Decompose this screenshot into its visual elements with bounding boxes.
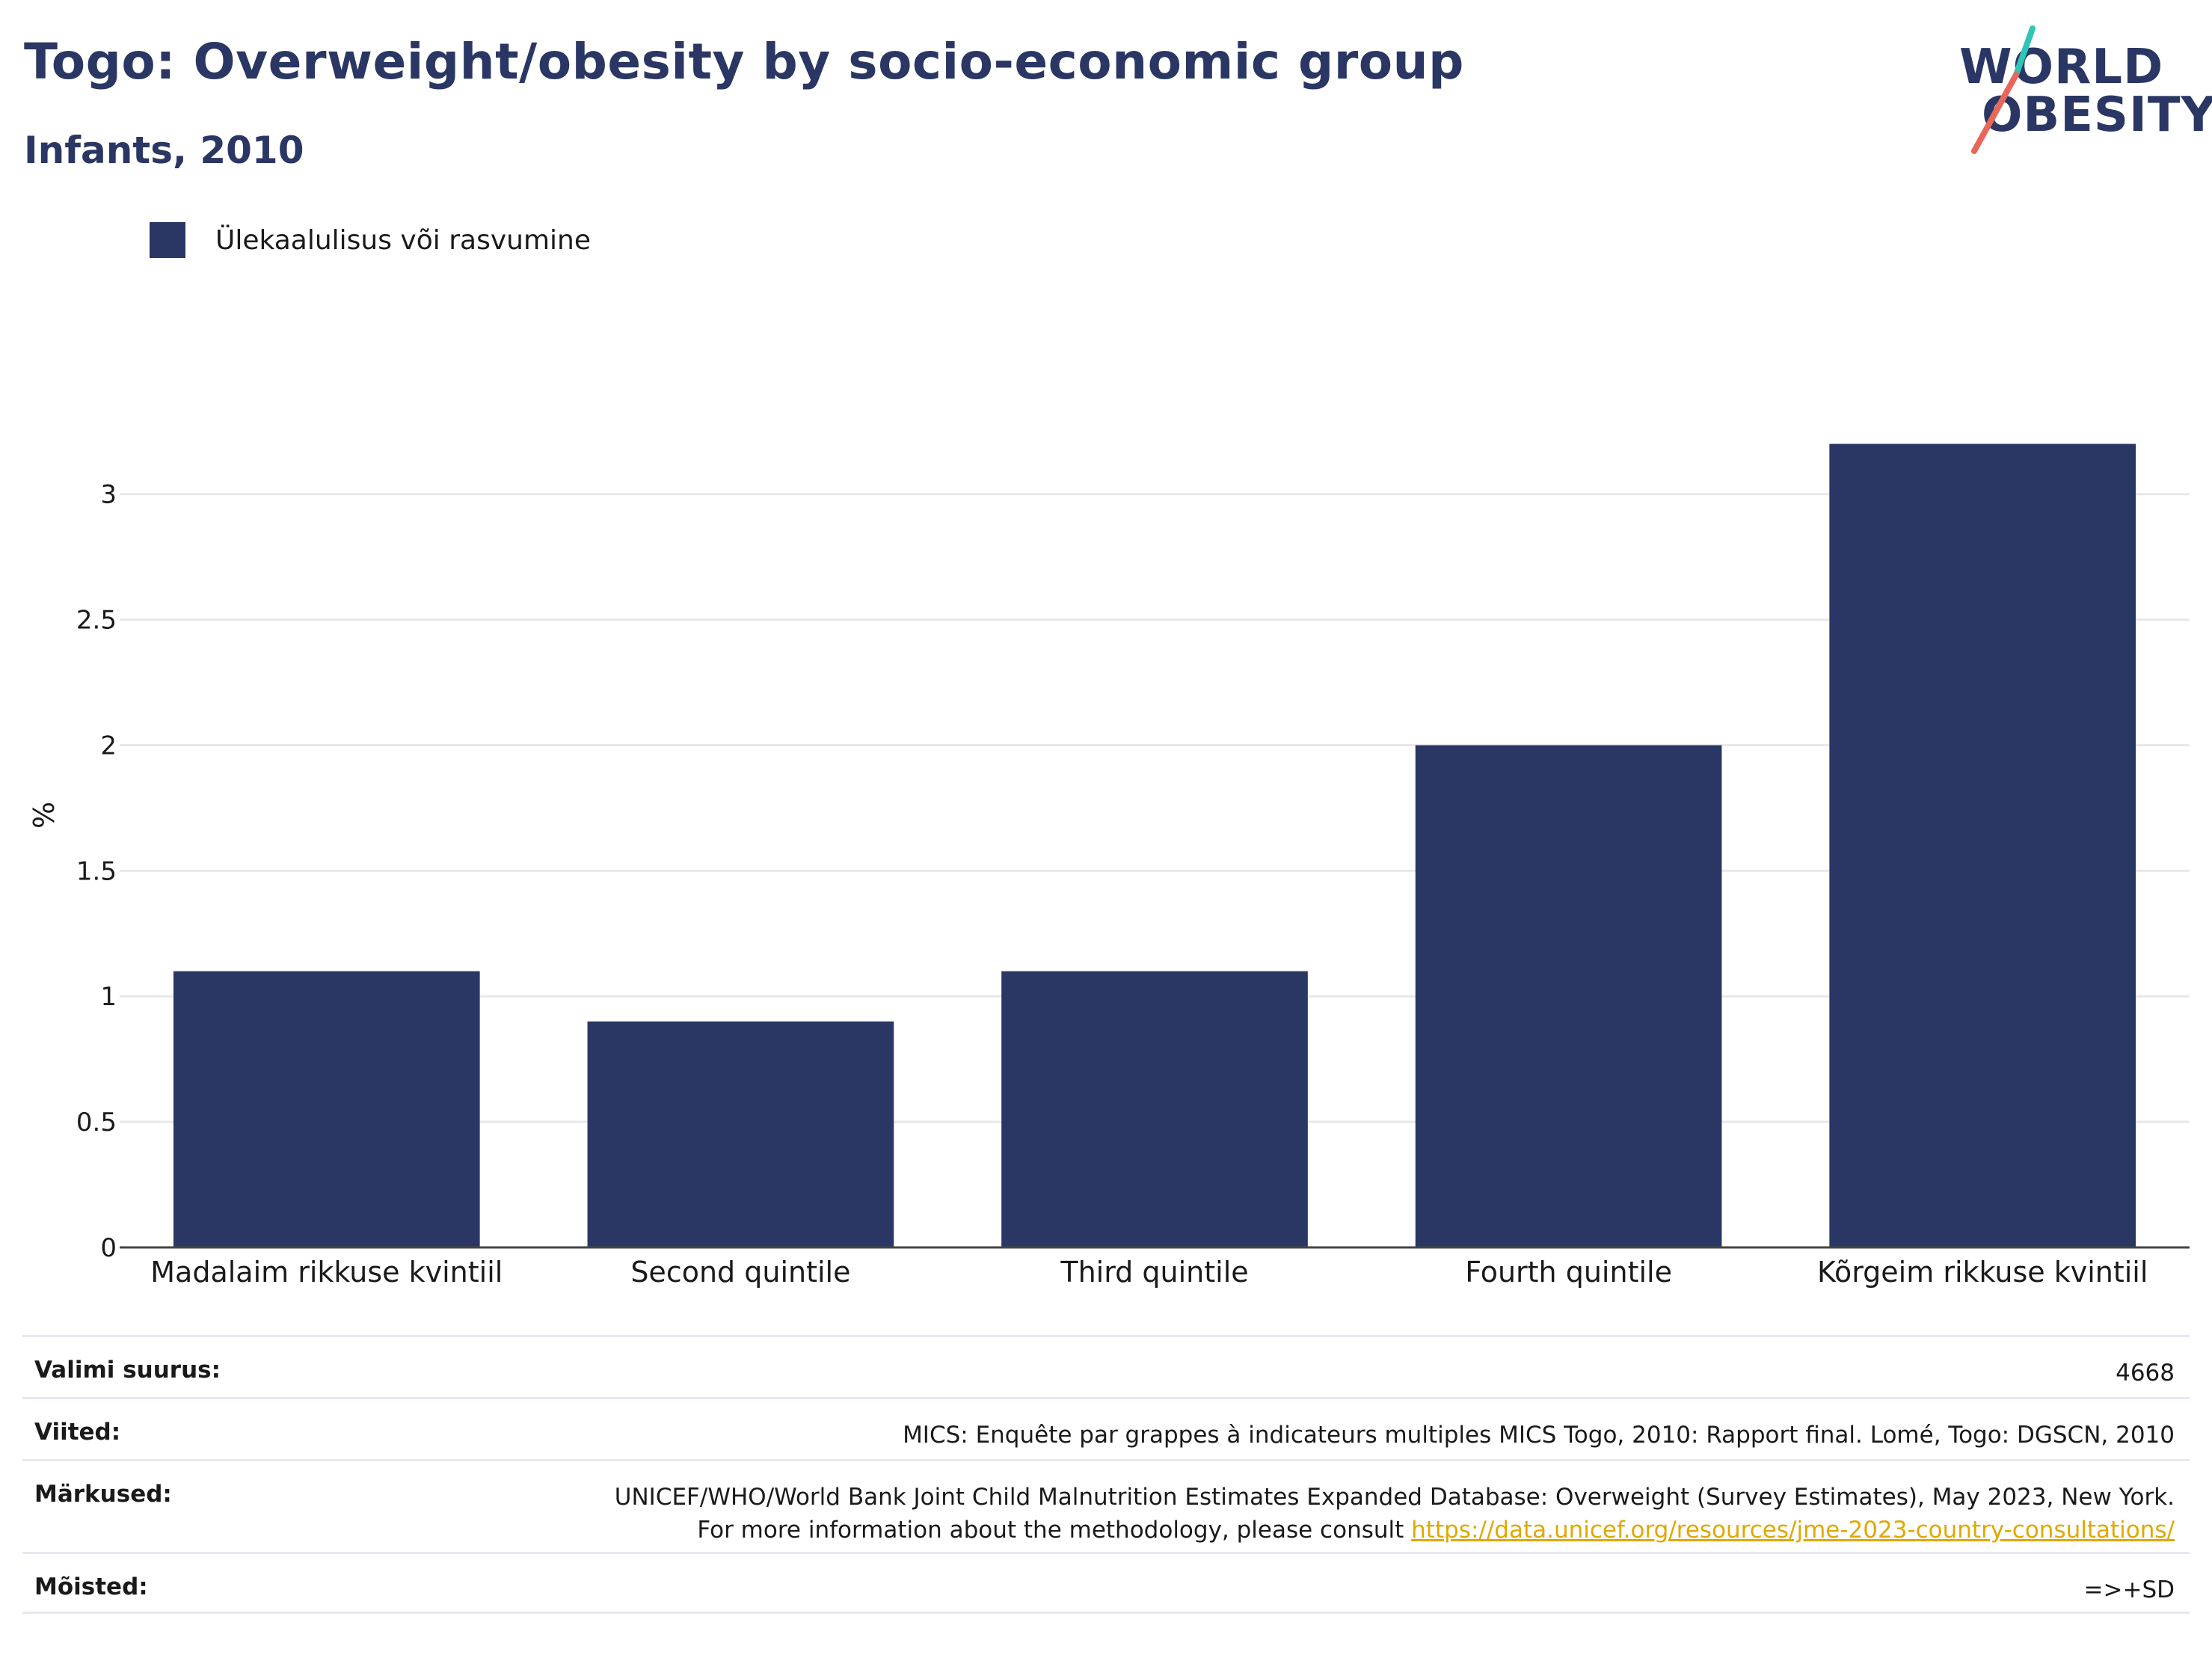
meta-key: Viited: xyxy=(34,1419,121,1446)
chart-legend: Ülekaalulisus või rasvumine xyxy=(150,221,591,259)
bar-chart: 0 0.5 1 1.5 2 2.5 3% Madalaim rikkuse kvintiil S… xyxy=(28,443,2190,1289)
y-tick-label: 1 xyxy=(100,982,117,1012)
meta-key: Mõisted: xyxy=(34,1573,148,1600)
methodology-link[interactable]: https://data.unicef.org/resources/jme-20… xyxy=(1411,1517,2175,1544)
meta-row-definitions: Mõisted: =>+SD xyxy=(22,1552,2190,1614)
meta-value: =>+SD xyxy=(2083,1576,2175,1603)
legend-label[interactable]: Ülekaalulisus või rasvumine xyxy=(215,224,591,256)
x-tick-label: Kõrgeim rikkuse kvintiil xyxy=(1817,1256,2148,1289)
meta-key: Valimi suurus: xyxy=(34,1357,221,1384)
notes-text: UNICEF/WHO/World Bank Joint Child Malnut… xyxy=(614,1484,2175,1544)
meta-row-sample-size: Valimi suurus: 4668 xyxy=(22,1335,2190,1397)
page-title: Togo: Overweight/obesity by socio-econom… xyxy=(24,33,1464,90)
y-tick-label: 2.5 xyxy=(76,606,117,636)
meta-value: MICS: Enquête par grappes à indicateurs … xyxy=(903,1422,2175,1449)
logo-text-line1: WORLD xyxy=(1959,40,2164,95)
logo-slash-icon xyxy=(1971,25,2036,154)
y-tick-label: 0 xyxy=(100,1233,117,1263)
metadata-table: Valimi suurus: 4668 Viited: MICS: Enquêt… xyxy=(22,1335,2190,1614)
bar xyxy=(1001,971,1308,1247)
y-axis-label: % xyxy=(28,802,61,829)
y-tick-label: 0.5 xyxy=(76,1108,117,1137)
y-tick-label: 3 xyxy=(100,480,117,510)
logo-text-line2: OBESITY xyxy=(1982,87,2212,143)
meta-value: 4668 xyxy=(2116,1360,2175,1387)
world-obesity-logo[interactable]: WORLD OBESITY xyxy=(1944,22,2212,165)
bar xyxy=(1415,745,1722,1247)
meta-key: Märkused: xyxy=(34,1481,172,1508)
x-tick-label: Second quintile xyxy=(630,1256,850,1289)
x-tick-label: Fourth quintile xyxy=(1465,1256,1672,1289)
y-tick-label: 2 xyxy=(100,731,117,761)
x-tick-label: Third quintile xyxy=(1060,1256,1248,1289)
bar xyxy=(173,971,480,1247)
meta-value: UNICEF/WHO/World Bank Joint Child Malnut… xyxy=(604,1481,2175,1547)
meta-row-references: Viited: MICS: Enquête par grappes à indi… xyxy=(22,1397,2190,1459)
legend-swatch[interactable] xyxy=(150,222,185,258)
bar xyxy=(1829,443,2136,1248)
y-tick-label: 1.5 xyxy=(76,856,117,886)
x-tick-label: Madalaim rikkuse kvintiil xyxy=(150,1256,503,1289)
bar xyxy=(587,1021,894,1247)
page-subtitle: Infants, 2010 xyxy=(24,129,304,172)
meta-row-notes: Märkused: UNICEF/WHO/World Bank Joint Ch… xyxy=(22,1459,2190,1552)
